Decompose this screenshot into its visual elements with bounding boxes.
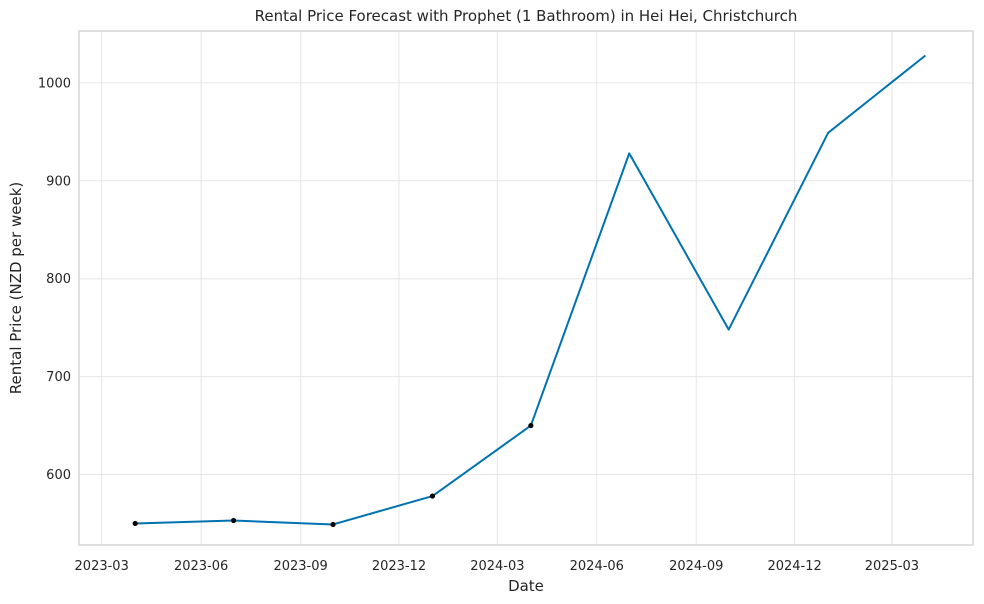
- y-tick-label: 1000: [38, 76, 71, 91]
- x-tick-label: 2024-03: [470, 559, 524, 574]
- x-tick-labels: 2023-03 2023-06 2023-09 2023-12 2024-03 2024-…: [75, 559, 920, 574]
- data-point: [132, 520, 138, 527]
- x-axis-title: Date: [508, 577, 544, 595]
- data-point: [230, 517, 237, 524]
- x-tick-label: 2023-12: [372, 559, 426, 574]
- x-tick-label: 2023-09: [273, 559, 327, 574]
- data-point: [330, 521, 336, 528]
- grid: [79, 31, 973, 545]
- y-tick-label: 700: [46, 370, 71, 385]
- x-tick-label: 2024-09: [669, 559, 723, 574]
- y-tick-label: 900: [46, 174, 71, 189]
- x-tick-label: 2024-06: [570, 559, 624, 574]
- y-tick-labels: 600 700 800 900 1000: [38, 76, 71, 483]
- y-tick-label: 600: [46, 468, 71, 483]
- x-tick-label: 2023-03: [75, 559, 129, 574]
- observed-points: [132, 422, 534, 528]
- data-point: [429, 493, 436, 499]
- chart-title: Rental Price Forecast with Prophet (1 Ba…: [255, 7, 798, 25]
- x-tick-label: 2023-06: [174, 559, 228, 574]
- x-tick-label: 2024-12: [767, 559, 821, 574]
- plot-frame: [78, 30, 974, 546]
- y-axis-title: Rental Price (NZD per week): [7, 182, 25, 394]
- data-point: [528, 422, 534, 429]
- x-tick-label: 2025-03: [865, 559, 919, 574]
- y-tick-label: 800: [46, 272, 71, 287]
